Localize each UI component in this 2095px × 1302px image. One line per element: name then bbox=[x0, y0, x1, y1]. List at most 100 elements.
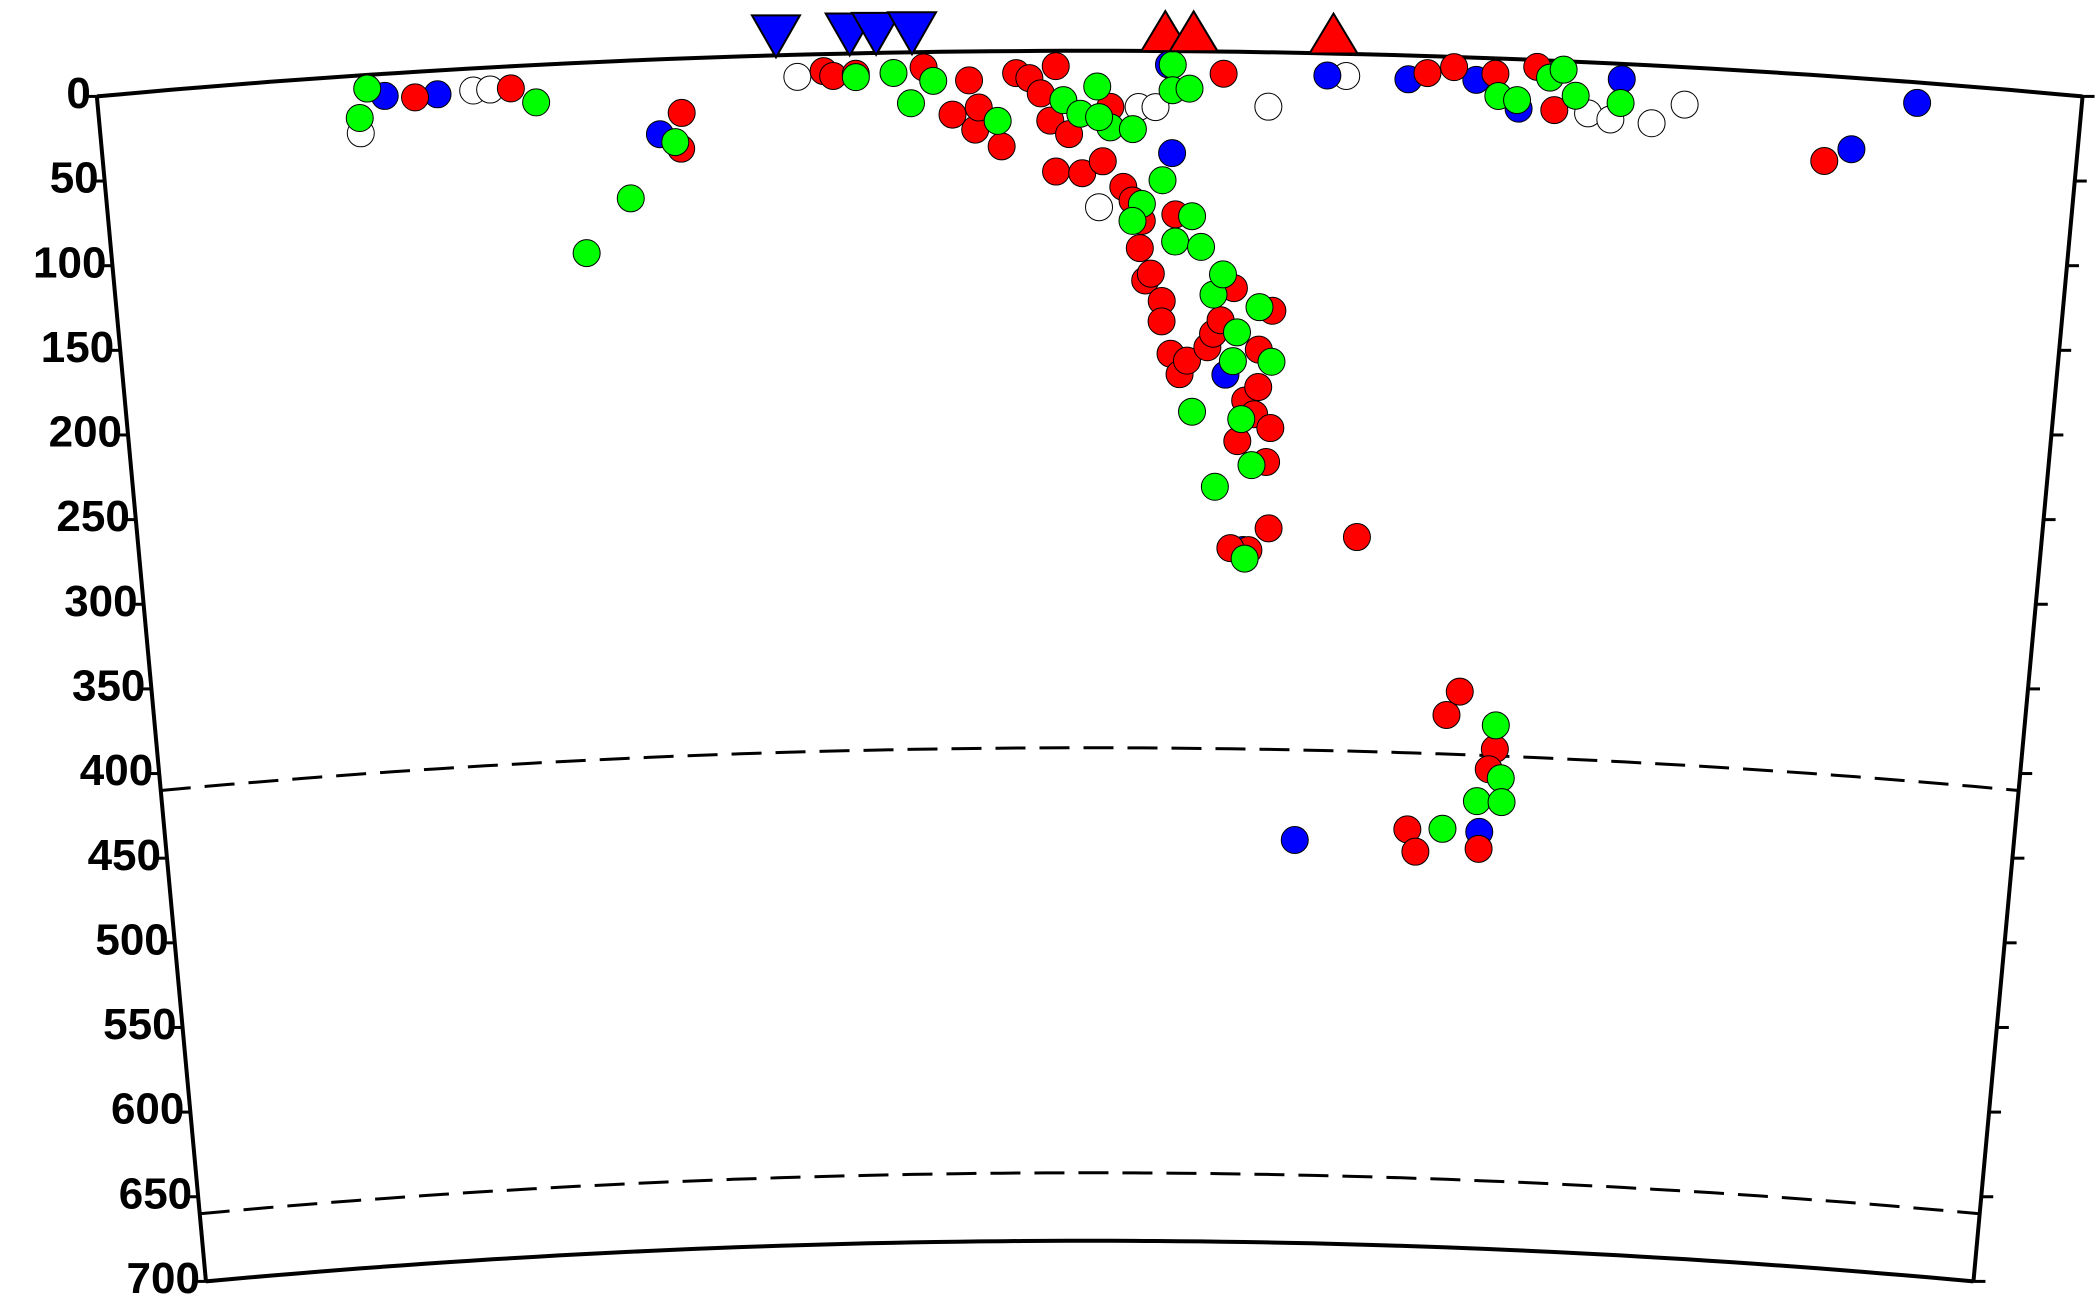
hypocenter bbox=[1227, 405, 1256, 434]
hypocenter bbox=[1141, 93, 1170, 122]
hypocenter bbox=[879, 58, 908, 87]
hypocenter bbox=[1158, 50, 1187, 79]
hypocenter bbox=[1464, 834, 1493, 863]
hypocenter bbox=[783, 62, 812, 91]
hypocenter bbox=[1440, 53, 1469, 82]
hypocenter bbox=[1118, 115, 1147, 144]
hypocenter bbox=[401, 83, 430, 112]
depth-line bbox=[160, 746, 2019, 792]
y-tick-label: 450 bbox=[88, 831, 161, 880]
y-tick-label: 200 bbox=[49, 408, 122, 457]
y-tick-label: 0 bbox=[66, 69, 90, 118]
y-tick-label: 500 bbox=[95, 915, 168, 964]
y-tick-label: 550 bbox=[103, 1000, 176, 1049]
hypocenter bbox=[496, 74, 525, 103]
hypocenter bbox=[1401, 837, 1430, 866]
hypocenter bbox=[1428, 814, 1457, 843]
hypocenter bbox=[572, 239, 601, 268]
hypocenter bbox=[667, 98, 696, 127]
hypocenter bbox=[353, 74, 382, 103]
frame-bottom bbox=[205, 1238, 1974, 1284]
hypocenter bbox=[1540, 96, 1569, 125]
hypocenter bbox=[1549, 55, 1578, 84]
hypocenter bbox=[1280, 825, 1309, 854]
hypocenter bbox=[1085, 193, 1114, 222]
hypocenter bbox=[1607, 65, 1636, 94]
y-tick-label: 300 bbox=[64, 577, 137, 626]
hypocenter bbox=[1136, 259, 1165, 288]
station bbox=[886, 11, 938, 57]
hypocenter bbox=[1637, 109, 1666, 138]
hypocenter bbox=[841, 63, 870, 92]
hypocenter bbox=[1606, 88, 1635, 117]
hypocenter bbox=[1503, 86, 1532, 115]
hypocenter bbox=[1178, 202, 1207, 231]
hypocenter bbox=[1313, 61, 1342, 90]
hypocenter bbox=[1085, 103, 1114, 132]
station bbox=[850, 11, 902, 57]
hypocenter bbox=[1218, 347, 1247, 376]
hypocenter bbox=[1161, 227, 1190, 256]
y-tick-label: 50 bbox=[50, 154, 99, 203]
hypocenter bbox=[1230, 544, 1259, 573]
hypocenter bbox=[955, 66, 984, 95]
depth-line bbox=[199, 1171, 1980, 1216]
hypocenter bbox=[1209, 59, 1238, 88]
hypocenter bbox=[1147, 307, 1176, 336]
hypocenter bbox=[1903, 88, 1932, 117]
hypocenter bbox=[345, 104, 374, 133]
hypocenter bbox=[1041, 52, 1070, 81]
hypocenter bbox=[1481, 711, 1510, 740]
hypocenter bbox=[1486, 764, 1515, 793]
hypocenter bbox=[1254, 514, 1283, 543]
hypocenter bbox=[1187, 232, 1216, 261]
y-tick-label: 250 bbox=[56, 492, 129, 541]
hypocenter bbox=[1158, 139, 1187, 168]
frame-side bbox=[1971, 96, 2085, 1282]
hypocenter bbox=[987, 132, 1016, 161]
hypocenter bbox=[1432, 700, 1461, 729]
volcano bbox=[1307, 11, 1360, 55]
y-tick-label: 100 bbox=[33, 238, 106, 287]
hypocenter bbox=[1256, 414, 1285, 443]
hypocenter bbox=[1245, 293, 1274, 322]
y-tick-label: 600 bbox=[111, 1085, 184, 1134]
hypocenter bbox=[1125, 234, 1154, 263]
hypocenter bbox=[1042, 157, 1071, 186]
hypocenter bbox=[1561, 81, 1590, 110]
hypocenter bbox=[1237, 451, 1266, 480]
hypocenter bbox=[661, 128, 690, 157]
hypocenter bbox=[1208, 260, 1237, 289]
hypocenter bbox=[1200, 472, 1229, 501]
hypocenter bbox=[896, 89, 925, 118]
hypocenter bbox=[1244, 373, 1273, 402]
hypocenter bbox=[1088, 147, 1117, 176]
hypocenter bbox=[1178, 397, 1207, 426]
y-tick-label: 400 bbox=[80, 746, 153, 795]
hypocenter bbox=[1487, 788, 1516, 817]
hypocenter bbox=[1462, 787, 1491, 816]
hypocenter bbox=[1173, 346, 1202, 375]
volcano bbox=[1167, 9, 1220, 53]
hypocenter bbox=[616, 184, 645, 213]
hypocenter bbox=[1148, 166, 1177, 195]
hypocenter bbox=[1810, 146, 1839, 175]
hypocenter bbox=[1222, 318, 1251, 347]
hypocenter bbox=[983, 106, 1012, 135]
hypocenter bbox=[1118, 206, 1147, 235]
hypocenter bbox=[938, 100, 967, 129]
hypocenter bbox=[1083, 72, 1112, 101]
hypocenter bbox=[1445, 677, 1474, 706]
hypocenter bbox=[522, 88, 551, 117]
hypocenter bbox=[1254, 92, 1283, 121]
hypocenter bbox=[1175, 74, 1204, 103]
y-tick-label: 650 bbox=[119, 1169, 192, 1218]
hypocenter bbox=[1413, 59, 1442, 88]
hypocenter bbox=[1342, 523, 1371, 552]
frame-top bbox=[96, 48, 2083, 99]
hypocenter bbox=[1257, 347, 1286, 376]
y-tick-label: 150 bbox=[41, 323, 114, 372]
hypocenter bbox=[919, 66, 948, 95]
